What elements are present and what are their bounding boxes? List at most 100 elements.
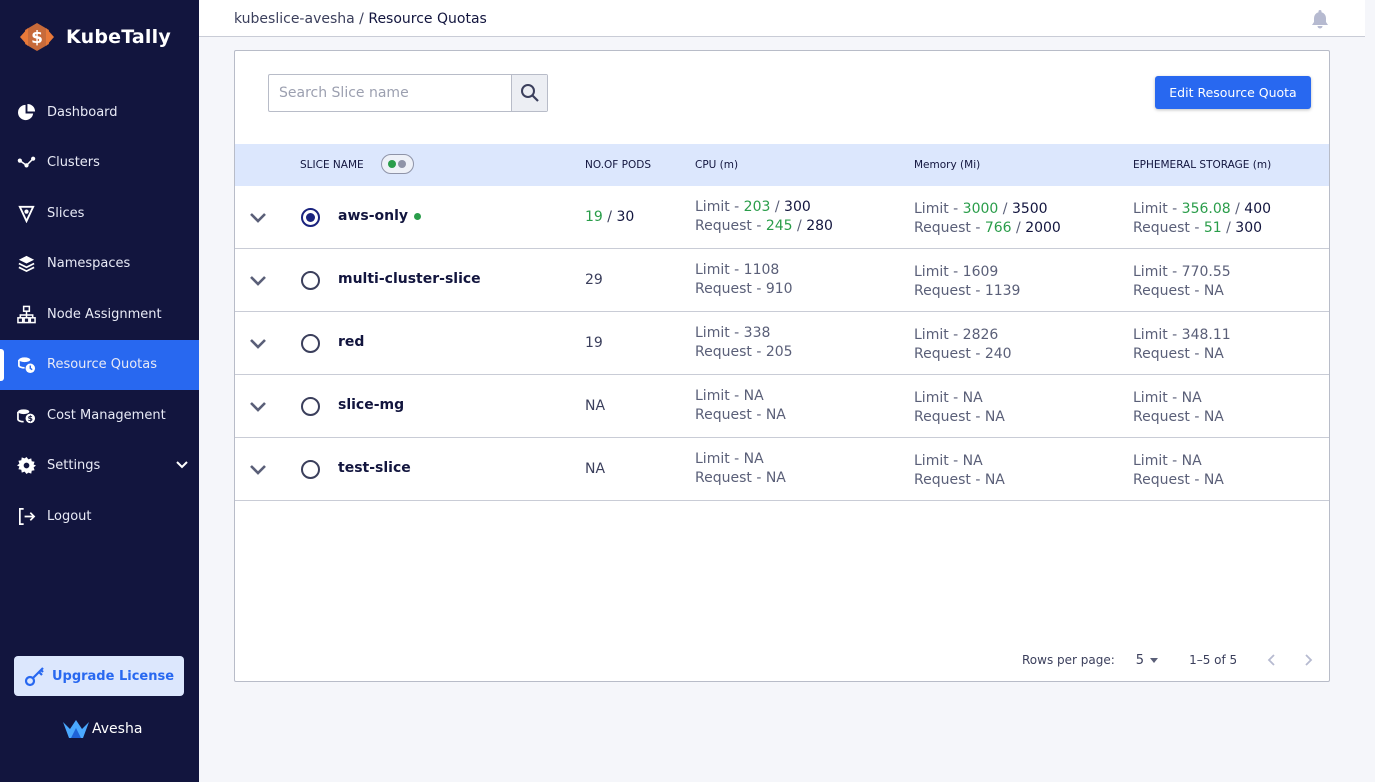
- chevron-down-icon[interactable]: [247, 395, 269, 417]
- sidebar-item-label: Logout: [47, 508, 92, 524]
- sidebar-item-label: Node Assignment: [47, 306, 162, 322]
- logout-icon: [16, 506, 36, 526]
- resource-quota-card: Edit Resource Quota SLICE NAME NO.OF POD…: [234, 50, 1330, 682]
- table-row[interactable]: aws-only 19 / 30 Limit - 203 / 300 Reque…: [235, 186, 1329, 249]
- pods-count: 19 / 30: [585, 209, 635, 225]
- sidebar-item-label: Settings: [47, 458, 101, 474]
- breadcrumb-parent[interactable]: kubeslice-avesha: [234, 11, 355, 27]
- chevron-left-icon[interactable]: [1263, 651, 1281, 669]
- caret-down-icon: [1150, 658, 1159, 663]
- column-header-cpu[interactable]: CPU (m): [695, 159, 739, 171]
- sidebar: $ KubeTally Dashboard Clusters Slices: [0, 0, 199, 782]
- coins-icon: $: [16, 405, 36, 425]
- key-icon: [24, 667, 44, 687]
- column-header-pods[interactable]: NO.OF PODS: [585, 159, 652, 171]
- sidebar-item-node-assignment[interactable]: Node Assignment: [0, 289, 199, 340]
- breadcrumb: kubeslice-avesha / Resource Quotas: [234, 11, 487, 27]
- svg-text:$: $: [31, 28, 43, 48]
- breadcrumb-separator: /: [354, 11, 369, 27]
- row-select-radio[interactable]: [301, 208, 320, 227]
- online-filter-toggle[interactable]: [381, 154, 414, 174]
- rows-per-page-value: 5: [1135, 652, 1145, 668]
- cpu-cell: Limit - 203 / 300 Request - 245 / 280: [695, 199, 833, 234]
- sidebar-nav: Dashboard Clusters Slices Namespaces Nod…: [0, 87, 199, 542]
- upgrade-license-label: Upgrade License: [51, 668, 175, 684]
- sidebar-item-label: Slices: [47, 205, 85, 221]
- slice-name: red: [338, 334, 365, 350]
- chevron-down-icon[interactable]: [247, 206, 269, 228]
- slice-icon: [16, 203, 36, 223]
- rows-per-page-select[interactable]: 5: [1136, 653, 1159, 668]
- column-header-memory[interactable]: Memory (Mi): [914, 159, 981, 171]
- sidebar-item-label: Resource Quotas: [47, 357, 158, 373]
- memory-cell: Limit - NA Request - NA: [914, 453, 1005, 488]
- chevron-down-icon[interactable]: [175, 458, 189, 472]
- memory-cell: Limit - 2826 Request - 240: [914, 327, 1012, 362]
- chevron-down-icon[interactable]: [247, 269, 269, 291]
- hierarchy-icon: [16, 304, 36, 324]
- search-box: [268, 74, 548, 112]
- svg-text:$: $: [27, 414, 32, 423]
- slice-name: aws-only: [338, 208, 422, 224]
- upgrade-license-button[interactable]: Upgrade License: [14, 656, 184, 696]
- slice-name: test-slice: [338, 460, 411, 476]
- search-input[interactable]: [269, 75, 511, 111]
- table-header: SLICE NAME NO.OF PODS CPU (m) Memory (Mi…: [235, 144, 1329, 186]
- brand[interactable]: $ KubeTally: [18, 22, 171, 52]
- cluster-nodes-icon: [16, 153, 36, 173]
- chevron-down-icon[interactable]: [247, 458, 269, 480]
- sidebar-item-settings[interactable]: Settings: [0, 441, 199, 492]
- storage-cell: Limit - 770.55 Request - NA: [1133, 264, 1231, 299]
- slice-name: slice-mg: [338, 397, 405, 413]
- pods-count: 19: [585, 335, 603, 351]
- rows-per-page-label: Rows per page:: [1022, 653, 1115, 667]
- row-select-radio[interactable]: [301, 397, 320, 416]
- sidebar-item-cost-management[interactable]: $ Cost Management: [0, 390, 199, 441]
- gear-icon: [16, 456, 36, 476]
- table-row[interactable]: multi-cluster-slice 29 Limit - 1108 Reque…: [235, 249, 1329, 312]
- pagination-range: 1–5 of 5: [1189, 653, 1238, 667]
- pods-count: NA: [585, 398, 606, 414]
- table-row[interactable]: red 19 Limit - 338 Request - 205 Limit - …: [235, 312, 1329, 375]
- sidebar-item-slices[interactable]: Slices: [0, 188, 199, 239]
- memory-cell: Limit - 3000 / 3500 Request - 766 / 2000: [914, 201, 1061, 236]
- storage-cell: Limit - NA Request - NA: [1133, 453, 1224, 488]
- quota-icon: [16, 355, 36, 375]
- sidebar-item-label: Cost Management: [47, 407, 166, 423]
- kubetally-logo-icon: $: [20, 23, 54, 51]
- row-select-radio[interactable]: [301, 271, 320, 290]
- layers-icon: [16, 254, 36, 274]
- cpu-cell: Limit - 338 Request - 205: [695, 325, 793, 360]
- online-status-dot: [414, 212, 422, 220]
- column-header-ephemeral-storage[interactable]: EPHEMERAL STORAGE (m): [1133, 159, 1272, 171]
- chevron-down-icon[interactable]: [247, 332, 269, 354]
- sidebar-item-logout[interactable]: Logout: [0, 491, 199, 542]
- cpu-cell: Limit - NA Request - NA: [695, 388, 786, 423]
- cpu-cell: Limit - NA Request - NA: [695, 451, 786, 486]
- sidebar-item-dashboard[interactable]: Dashboard: [0, 87, 199, 138]
- sidebar-item-label: Clusters: [47, 155, 100, 171]
- table-row[interactable]: test-slice NA Limit - NA Request - NA Lim…: [235, 438, 1329, 501]
- slice-name: multi-cluster-slice: [338, 271, 481, 287]
- row-select-radio[interactable]: [301, 460, 320, 479]
- avesha-logo: Avesha: [62, 718, 142, 740]
- edit-resource-quota-button[interactable]: Edit Resource Quota: [1155, 76, 1311, 109]
- avesha-crown-icon: [63, 720, 89, 738]
- row-select-radio[interactable]: [301, 334, 320, 353]
- sidebar-item-resource-quotas[interactable]: Resource Quotas: [0, 339, 199, 390]
- pods-count: 29: [585, 272, 603, 288]
- search-icon: [520, 84, 539, 102]
- column-header-slice-name[interactable]: SLICE NAME: [300, 159, 364, 171]
- pie-chart-icon: [16, 102, 36, 122]
- bell-icon[interactable]: [1311, 9, 1329, 29]
- table-row[interactable]: slice-mg NA Limit - NA Request - NA Limit…: [235, 375, 1329, 438]
- sidebar-item-clusters[interactable]: Clusters: [0, 138, 199, 189]
- storage-cell: Limit - 356.08 / 400 Request - 51 / 300: [1133, 201, 1272, 236]
- chevron-right-icon[interactable]: [1299, 651, 1317, 669]
- sidebar-item-label: Namespaces: [47, 256, 131, 272]
- sidebar-item-label: Dashboard: [47, 104, 118, 120]
- sidebar-item-namespaces[interactable]: Namespaces: [0, 239, 199, 290]
- search-button[interactable]: [511, 75, 547, 111]
- storage-cell: Limit - NA Request - NA: [1133, 390, 1224, 425]
- storage-cell: Limit - 348.11 Request - NA: [1133, 327, 1231, 362]
